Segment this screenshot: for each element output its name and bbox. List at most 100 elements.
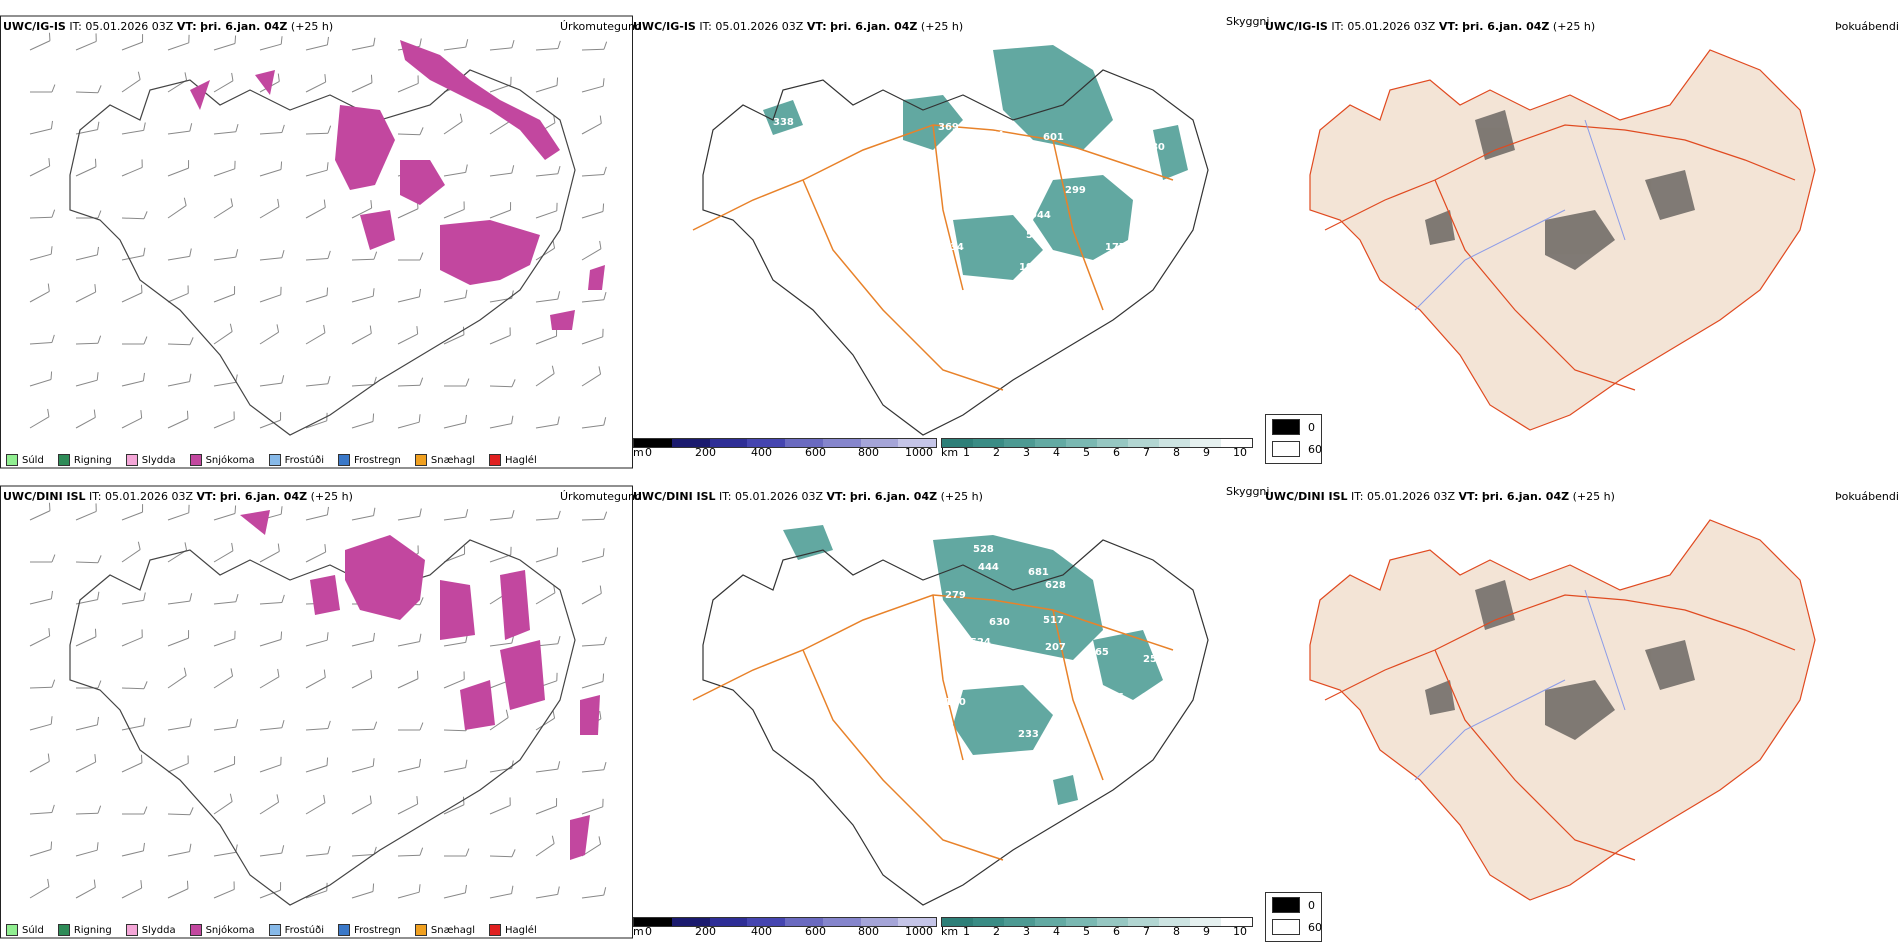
wind-barb xyxy=(489,385,513,388)
wind-barb xyxy=(305,295,328,303)
wind-barb xyxy=(75,91,99,94)
wind-barb-flag xyxy=(603,417,607,426)
wind-barb xyxy=(121,380,144,387)
wind-barb xyxy=(305,169,328,177)
wind-barb-flag xyxy=(419,847,424,856)
wind-barb xyxy=(535,768,558,773)
svg-text:444: 444 xyxy=(978,562,999,573)
wind-barb-flag xyxy=(140,410,143,419)
wind-barb-flag xyxy=(143,806,148,815)
wind-barb xyxy=(443,46,466,51)
wind-barb xyxy=(535,805,557,815)
wind-barb xyxy=(121,511,143,521)
wind-barb-flag xyxy=(189,593,193,602)
wind-barb xyxy=(397,208,419,219)
wind-barb xyxy=(305,551,326,563)
fog-areas xyxy=(1425,110,1695,270)
wind-barb-flag xyxy=(465,759,468,768)
wind-barb xyxy=(167,167,189,177)
fog-roads xyxy=(1324,124,1796,391)
wind-barb xyxy=(121,725,144,731)
wind-barb xyxy=(351,891,374,899)
svg-text:57: 57 xyxy=(1026,230,1040,241)
wind-barb xyxy=(29,686,53,689)
panel-header: UWC/IG-IS IT: 05.01.2026 03Z VT: þri. 6.… xyxy=(633,20,964,33)
wind-barb-flag xyxy=(553,584,556,593)
svg-text:235: 235 xyxy=(1088,564,1109,575)
wind-barb xyxy=(351,82,373,93)
wind-barb-flag xyxy=(372,883,375,892)
wind-barb xyxy=(535,555,558,563)
wind-barb-flag xyxy=(511,760,514,769)
ceiling-scale-bar xyxy=(633,917,937,927)
svg-text:180: 180 xyxy=(1144,142,1165,153)
wind-barb-flag xyxy=(51,334,55,343)
visibility-scale-bar xyxy=(941,438,1253,448)
wind-barb xyxy=(397,384,421,387)
svg-text:263: 263 xyxy=(963,183,984,194)
legend-item: Rigning xyxy=(57,454,112,466)
legend-item: Slydda xyxy=(125,924,176,936)
wind-barb-flag xyxy=(603,166,607,175)
wind-barb xyxy=(305,207,326,219)
wind-barb-flag xyxy=(557,165,561,174)
fog-legend: 0 60 xyxy=(1265,892,1322,942)
wind-barb-flag xyxy=(557,761,561,770)
wind-barb-flag xyxy=(94,754,97,763)
wind-barb xyxy=(489,855,513,858)
wind-barb xyxy=(443,553,465,563)
wind-barb xyxy=(397,641,420,647)
svg-text:354: 354 xyxy=(1138,704,1159,715)
wind-barb-flag xyxy=(323,669,326,678)
wind-barb xyxy=(443,804,465,815)
wind-barb-flag xyxy=(370,200,373,209)
wind-barb xyxy=(535,592,556,605)
fog-title: Þokuábendi xyxy=(1835,20,1899,33)
wind-barb xyxy=(167,255,190,261)
ceiling-scale-bar xyxy=(633,438,937,448)
wind-barb-flag xyxy=(326,506,329,515)
wind-barb xyxy=(29,886,50,899)
wind-barb-flag xyxy=(419,722,424,731)
wind-barb xyxy=(213,418,235,429)
wind-barb xyxy=(581,518,605,521)
svg-text:107: 107 xyxy=(1109,260,1130,271)
svg-text:898: 898 xyxy=(1155,616,1176,627)
wind-barb-flag xyxy=(327,720,331,729)
wind-barb xyxy=(121,850,144,857)
wind-barb xyxy=(213,513,236,521)
wind-barb xyxy=(29,216,53,219)
wind-barb xyxy=(581,299,604,303)
wind-barb xyxy=(259,801,279,815)
wind-barb xyxy=(535,298,558,303)
wind-barb xyxy=(75,166,97,177)
wind-barb xyxy=(259,43,282,51)
wind-barb-flag xyxy=(603,636,607,645)
wind-barb-flag xyxy=(277,73,280,82)
wind-barb-flag xyxy=(419,633,422,642)
wind-barb xyxy=(581,248,602,261)
precip-map xyxy=(0,15,633,469)
wind-barb xyxy=(259,206,280,219)
wind-barb xyxy=(443,729,467,732)
wind-barb xyxy=(29,128,52,135)
legend-item: Slydda xyxy=(125,454,176,466)
wind-barb-flag xyxy=(47,283,50,292)
wind-barb-flag xyxy=(418,288,421,297)
wind-barb xyxy=(213,205,233,219)
wind-barb-flag xyxy=(557,635,561,644)
wind-barb-flag xyxy=(230,198,234,207)
wind-barb-flag xyxy=(143,247,146,256)
wind-barb xyxy=(351,640,374,647)
wind-barb-flag xyxy=(369,325,372,334)
wind-barb xyxy=(75,342,99,345)
wind-barb xyxy=(167,888,189,899)
legend-item: Rigning xyxy=(57,924,112,936)
wind-barb xyxy=(305,132,329,135)
wind-barb xyxy=(213,293,235,303)
wind-barb-flag xyxy=(599,240,602,249)
wind-barb xyxy=(213,381,236,387)
wind-barb xyxy=(259,132,282,135)
ceiling-map: 338 369 364 27 453 601 909 180 410 263 2… xyxy=(692,45,1209,436)
wind-barb-flag xyxy=(416,326,419,335)
